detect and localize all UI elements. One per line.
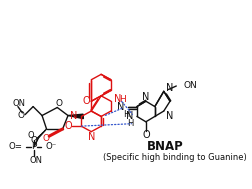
Polygon shape [68,114,83,119]
Text: (Specific high binding to Guanine): (Specific high binding to Guanine) [102,153,245,162]
Text: H: H [118,95,125,104]
Text: O⁻: O⁻ [45,142,57,151]
Text: O: O [30,136,37,145]
Text: O: O [142,130,149,140]
Text: ON: ON [29,156,42,165]
Text: N: N [165,83,172,93]
Text: H: H [127,119,133,128]
Text: O: O [27,131,34,140]
Text: O: O [82,96,89,106]
Text: O: O [17,111,24,120]
Text: O: O [55,99,62,108]
Text: N: N [117,101,124,112]
Text: N: N [87,132,94,142]
Text: O: O [64,121,72,131]
Text: N: N [166,111,173,121]
Text: ON: ON [183,81,196,91]
Text: N: N [125,112,133,121]
Text: O: O [42,134,49,143]
Text: BNAP: BNAP [147,140,183,153]
Text: ON: ON [12,98,25,108]
Text: N: N [113,94,120,104]
Text: N: N [142,92,149,102]
Text: N: N [70,112,78,121]
Text: P: P [31,142,37,151]
Text: H: H [122,110,129,119]
Text: O=: O= [8,142,22,151]
